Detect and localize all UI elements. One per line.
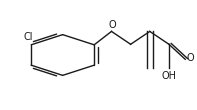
Text: Cl: Cl [23, 32, 33, 42]
Text: OH: OH [161, 71, 177, 81]
Text: O: O [187, 53, 194, 63]
Text: O: O [109, 20, 116, 30]
